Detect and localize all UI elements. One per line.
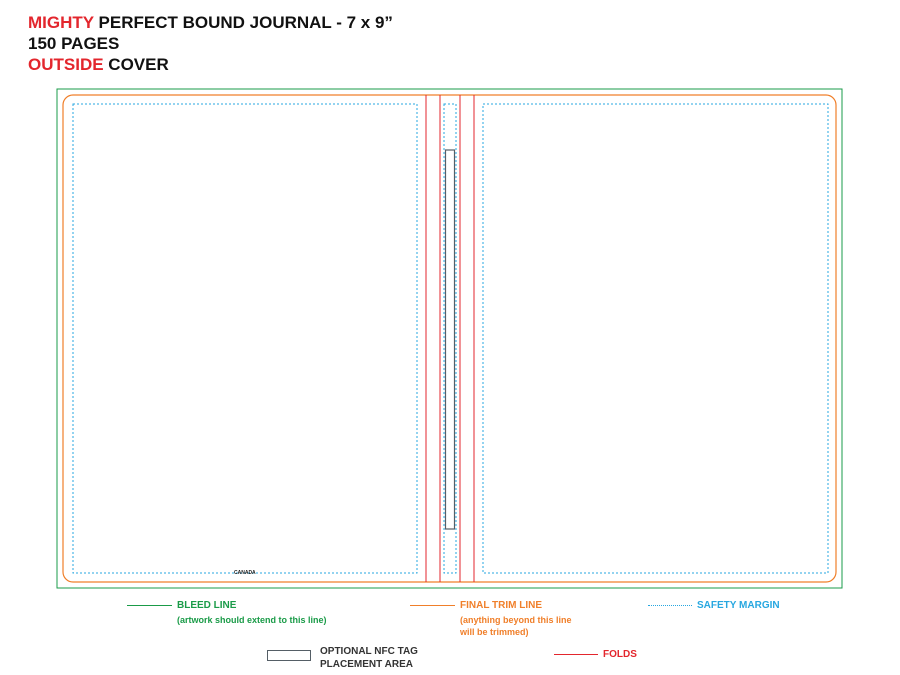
safety-margin-front — [482, 103, 829, 574]
back-cover-mark: CANADA — [234, 570, 256, 576]
bleed-legend-swatch — [127, 605, 172, 606]
nfc-tag-placement-area — [444, 149, 456, 530]
safety-legend-label: SAFETY MARGIN — [697, 600, 780, 611]
folds-legend-label: FOLDS — [603, 649, 637, 660]
safety-margin-spine — [443, 103, 457, 574]
title-line-1: MIGHTY PERFECT BOUND JOURNAL - 7 x 9” — [28, 12, 393, 33]
trim-legend-note-1: (anything beyond this line — [460, 615, 572, 625]
nfc-legend-swatch — [267, 650, 311, 661]
bleed-legend-note: (artwork should extend to this line) — [177, 615, 327, 625]
trim-legend-label: FINAL TRIM LINE — [460, 600, 543, 611]
trim-legend-note-2: will be trimmed) — [460, 627, 529, 637]
nfc-legend-label-2: PLACEMENT AREA — [320, 659, 413, 670]
safety-margin-back — [72, 103, 418, 574]
title-cover: COVER — [103, 55, 169, 74]
trim-legend-swatch — [410, 605, 455, 606]
title-side: OUTSIDE — [28, 55, 104, 74]
title-brand: MIGHTY — [28, 13, 94, 32]
title-line-2: 150 PAGES — [28, 34, 120, 53]
final-trim-line — [62, 94, 837, 583]
title-product: PERFECT BOUND JOURNAL - 7 x 9” — [93, 13, 393, 32]
title-line-3: OUTSIDE COVER — [28, 54, 393, 75]
nfc-legend-label-1: OPTIONAL NFC TAG — [320, 646, 418, 657]
bleed-legend-label: BLEED LINE — [177, 600, 237, 611]
safety-legend-swatch — [648, 605, 692, 606]
folds-legend-swatch — [554, 654, 598, 655]
title-block: MIGHTY PERFECT BOUND JOURNAL - 7 x 9” 15… — [28, 12, 393, 75]
bleed-line — [56, 88, 843, 589]
